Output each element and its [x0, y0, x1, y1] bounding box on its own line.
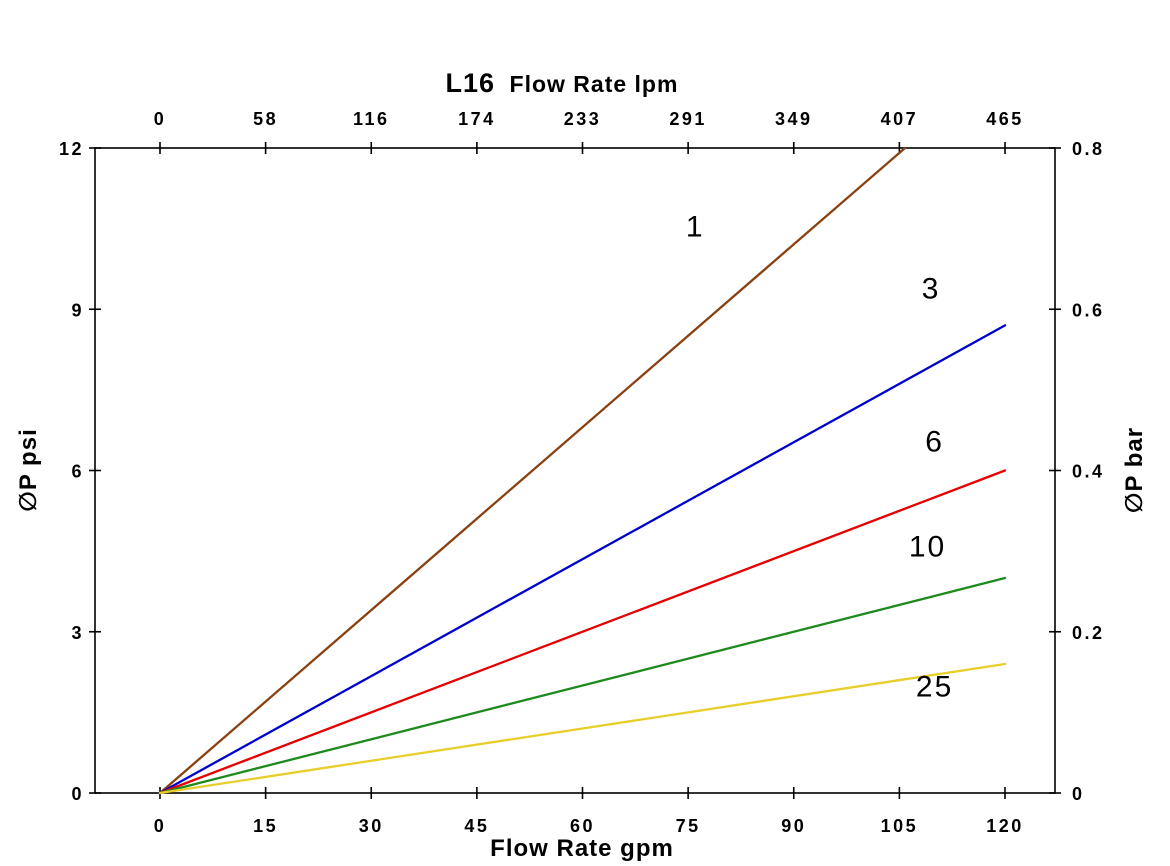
right-tick-label: 0.6	[1072, 300, 1105, 320]
chart-title-model: L16	[446, 68, 496, 98]
series-label-3: 3	[922, 273, 941, 306]
series-label-6: 6	[925, 426, 944, 459]
bottom-tick-label: 30	[359, 816, 384, 836]
top-tick-label: 0	[154, 109, 167, 129]
series-line-6	[158, 469, 1007, 795]
right-axis-label: ∅P bar	[1121, 427, 1148, 513]
right-tick-label: 0.4	[1072, 462, 1105, 482]
series-label-10: 10	[909, 531, 946, 564]
bottom-tick-label: 15	[253, 816, 278, 836]
bottom-tick-label: 90	[781, 816, 806, 836]
top-tick-label: 116	[353, 109, 390, 129]
series-line-3	[158, 324, 1007, 795]
chart-title: L16 Flow Rate lpm	[446, 68, 679, 98]
top-tick-label: 407	[881, 109, 919, 129]
top-tick-label: 465	[986, 109, 1024, 129]
series-label-25: 25	[916, 670, 953, 703]
top-tick-label: 291	[669, 109, 707, 129]
left-tick-label: 6	[71, 462, 84, 482]
bottom-tick-label: 105	[881, 816, 919, 836]
left-tick-label: 0	[71, 784, 84, 804]
left-axis-label: ∅P psi	[15, 428, 42, 511]
left-tick-label: 3	[71, 623, 84, 643]
left-tick-label: 12	[59, 139, 84, 159]
bottom-tick-label: 0	[154, 816, 167, 836]
bottom-tick-label: 45	[464, 816, 489, 836]
right-tick-label: 0	[1072, 784, 1085, 804]
bottom-axis-label: Flow Rate gpm	[490, 835, 674, 862]
series-label-1: 1	[686, 211, 705, 244]
top-tick-label: 233	[564, 109, 602, 129]
right-tick-label: 0.2	[1072, 623, 1105, 643]
bottom-tick-label: 75	[676, 816, 701, 836]
right-tick-label: 0.8	[1072, 139, 1105, 159]
top-tick-label: 58	[253, 109, 278, 129]
chart-title-text: Flow Rate lpm	[510, 71, 679, 97]
top-tick-label: 174	[458, 109, 496, 129]
left-tick-label: 9	[71, 300, 84, 320]
plot-frame	[94, 147, 1056, 794]
series-line-25	[158, 662, 1007, 795]
series-line-10	[158, 576, 1007, 795]
bottom-tick-label: 120	[986, 816, 1024, 836]
bottom-tick-label: 60	[570, 816, 595, 836]
top-tick-label: 349	[775, 109, 813, 129]
series-line-1	[158, 146, 907, 795]
